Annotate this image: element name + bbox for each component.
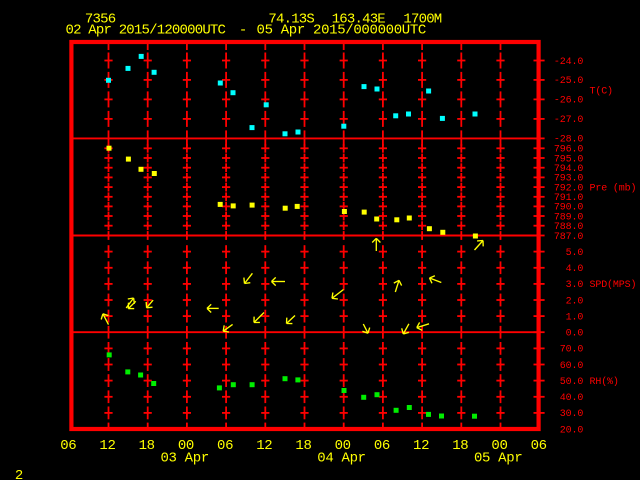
svg-text:40.0: 40.0	[560, 393, 584, 404]
svg-text:2.0: 2.0	[566, 296, 584, 307]
svg-text:12: 12	[413, 438, 429, 454]
svg-text:-: -	[239, 23, 247, 39]
svg-text:7356: 7356	[85, 11, 116, 27]
svg-text:RH(%): RH(%)	[590, 376, 619, 388]
svg-text:05 Apr 2015/000000UTC: 05 Apr 2015/000000UTC	[257, 23, 427, 39]
svg-text:20.0: 20.0	[560, 425, 584, 436]
svg-text:70.0: 70.0	[560, 345, 584, 356]
svg-text:-26.0: -26.0	[554, 96, 583, 107]
svg-text:18: 18	[295, 438, 311, 454]
svg-text:Pre (mb): Pre (mb)	[590, 182, 637, 194]
svg-text:2: 2	[15, 468, 23, 480]
svg-text:T(C): T(C)	[590, 86, 613, 98]
svg-text:03 Apr: 03 Apr	[160, 450, 208, 466]
svg-text:74.13S: 74.13S	[268, 11, 314, 27]
svg-text:1700M: 1700M	[403, 11, 441, 27]
svg-text:06: 06	[374, 438, 390, 454]
svg-text:00: 00	[178, 438, 194, 454]
svg-text:06: 06	[217, 438, 233, 454]
svg-text:-24.0: -24.0	[554, 57, 583, 68]
svg-text:04 Apr: 04 Apr	[317, 450, 365, 466]
svg-text:793.0: 793.0	[554, 174, 583, 185]
svg-text:-28.0: -28.0	[554, 135, 583, 146]
svg-text:3.0: 3.0	[566, 280, 584, 291]
svg-text:5.0: 5.0	[566, 248, 584, 259]
svg-text:50.0: 50.0	[560, 377, 584, 388]
svg-text:789.0: 789.0	[554, 212, 583, 223]
svg-text:795.0: 795.0	[554, 154, 583, 165]
svg-text:-25.0: -25.0	[554, 76, 583, 87]
svg-text:30.0: 30.0	[560, 409, 584, 420]
svg-text:790.0: 790.0	[554, 203, 583, 214]
svg-text:792.0: 792.0	[554, 183, 583, 194]
svg-text:12: 12	[256, 438, 272, 454]
svg-text:4.0: 4.0	[566, 264, 584, 275]
svg-text:02 Apr 2015/120000UTC: 02 Apr 2015/120000UTC	[66, 23, 226, 39]
svg-text:-27.0: -27.0	[554, 115, 583, 126]
svg-text:18: 18	[452, 438, 468, 454]
svg-text:12: 12	[99, 438, 115, 454]
svg-text:791.0: 791.0	[554, 193, 583, 204]
svg-text:1.0: 1.0	[566, 312, 584, 323]
svg-text:06: 06	[531, 438, 547, 454]
svg-text:0.0: 0.0	[566, 329, 584, 340]
svg-text:18: 18	[139, 438, 155, 454]
svg-text:00: 00	[335, 438, 351, 454]
svg-text:05 Apr: 05 Apr	[474, 450, 522, 466]
svg-text:60.0: 60.0	[560, 361, 584, 372]
svg-text:787.0: 787.0	[554, 232, 583, 243]
svg-text:00: 00	[491, 438, 507, 454]
svg-text:163.43E: 163.43E	[332, 11, 386, 27]
svg-text:794.0: 794.0	[554, 164, 583, 175]
svg-text:796.0: 796.0	[554, 145, 583, 156]
svg-text:06: 06	[60, 438, 76, 454]
svg-text:SPD(MPS): SPD(MPS)	[590, 279, 637, 291]
svg-text:788.0: 788.0	[554, 222, 583, 233]
